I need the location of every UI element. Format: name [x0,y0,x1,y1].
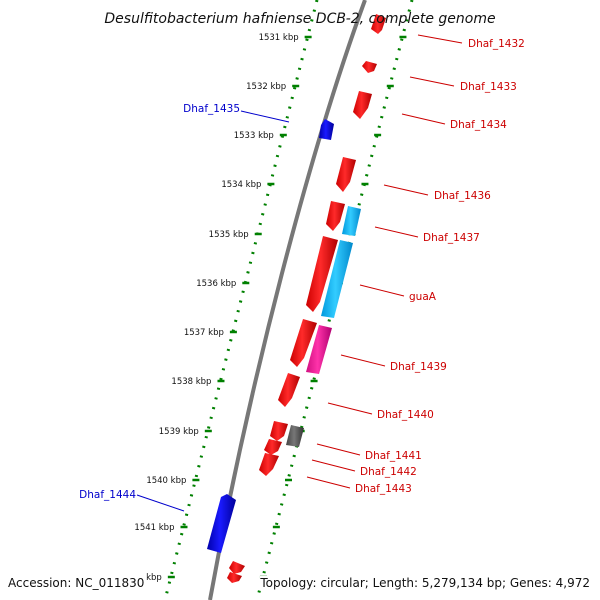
callout-line [240,110,290,123]
gene-dhaf-1432 [371,14,386,34]
callout-line [359,284,405,297]
gene-dhaf-1439 [290,319,317,367]
callout-line [136,494,185,512]
gene-dhaf-1442 [264,439,282,455]
tick-label: 1535 kbp [209,230,249,240]
callout-line [327,402,373,415]
tick-label: 1534 kbp [221,180,261,190]
callout-layer: Dhaf_1432 Dhaf_1433 Dhaf_1434 Dhaf_1435 Dhaf… [79,34,525,512]
gene-label[interactable]: Dhaf_1432 [468,38,525,50]
gene-dhaf-1440 [278,373,300,407]
tick-label: 1536 kbp [196,279,236,289]
tick-label: 1539 kbp [159,427,199,437]
gene-label[interactable]: Dhaf_1442 [360,466,417,478]
callout-line [306,476,351,489]
gene-label[interactable]: Dhaf_1435 [183,103,240,115]
tick-label: kbp [146,573,162,583]
gene-label[interactable]: guaA [409,291,437,303]
gene-guaA [306,236,338,312]
gene-dhaf-1437 [326,201,345,231]
pseudo-dhaf-1441 [286,425,304,447]
gene-label[interactable]: Dhaf_1443 [355,483,412,495]
gene-label[interactable]: Dhaf_1444 [79,489,136,501]
gene-dhaf-1444 [207,494,236,553]
gene-dhaf-1434 [353,91,372,119]
map-title: Desulfitobacterium hafniense DCB-2, comp… [104,11,495,27]
gene-dhaf-1435 [319,119,334,140]
callout-line [401,113,446,125]
gene-label[interactable]: Dhaf_1440 [377,409,434,421]
genome-backbone [208,0,367,600]
tick-label: 1537 kbp [184,328,224,338]
accession-text: Accession: NC_011830 [8,576,145,590]
callout-line [409,76,455,87]
rna-dhaf-1437 [342,206,361,236]
tick-label: 1538 kbp [171,377,211,387]
callout-line [316,443,361,456]
callout-line [311,459,356,472]
gene-features [207,14,386,583]
rna-guaA [321,240,353,318]
gene-dhaf-1436 [336,157,356,192]
tick-label: 1541 kbp [134,523,174,533]
gene-dhaf-1441 [270,421,288,441]
callout-line [417,34,463,44]
tick-label: 1540 kbp [146,476,186,486]
inner-tick-track [163,0,319,600]
gene-label[interactable]: Dhaf_1433 [460,81,517,93]
tick-label: 1533 kbp [234,131,274,141]
gene-bottom-1 [229,561,245,574]
gene-bottom-2 [227,572,242,583]
callout-line [340,354,386,367]
gene-label[interactable]: Dhaf_1434 [450,119,507,131]
tick-label: 1532 kbp [246,82,286,92]
gene-dhaf-1433 [362,61,377,73]
feature-dhaf-1439 [306,325,332,374]
topology-text: Topology: circular; Length: 5,279,134 bp… [260,576,590,590]
gene-label[interactable]: Dhaf_1439 [390,361,447,373]
gene-label[interactable]: Dhaf_1436 [434,190,491,202]
tick-label: 1531 kbp [259,33,299,43]
callout-line [374,226,419,238]
callout-line [383,184,429,196]
gene-label[interactable]: Dhaf_1441 [365,450,422,462]
gene-dhaf-1443 [259,453,279,476]
gene-label[interactable]: Dhaf_1437 [423,232,480,244]
